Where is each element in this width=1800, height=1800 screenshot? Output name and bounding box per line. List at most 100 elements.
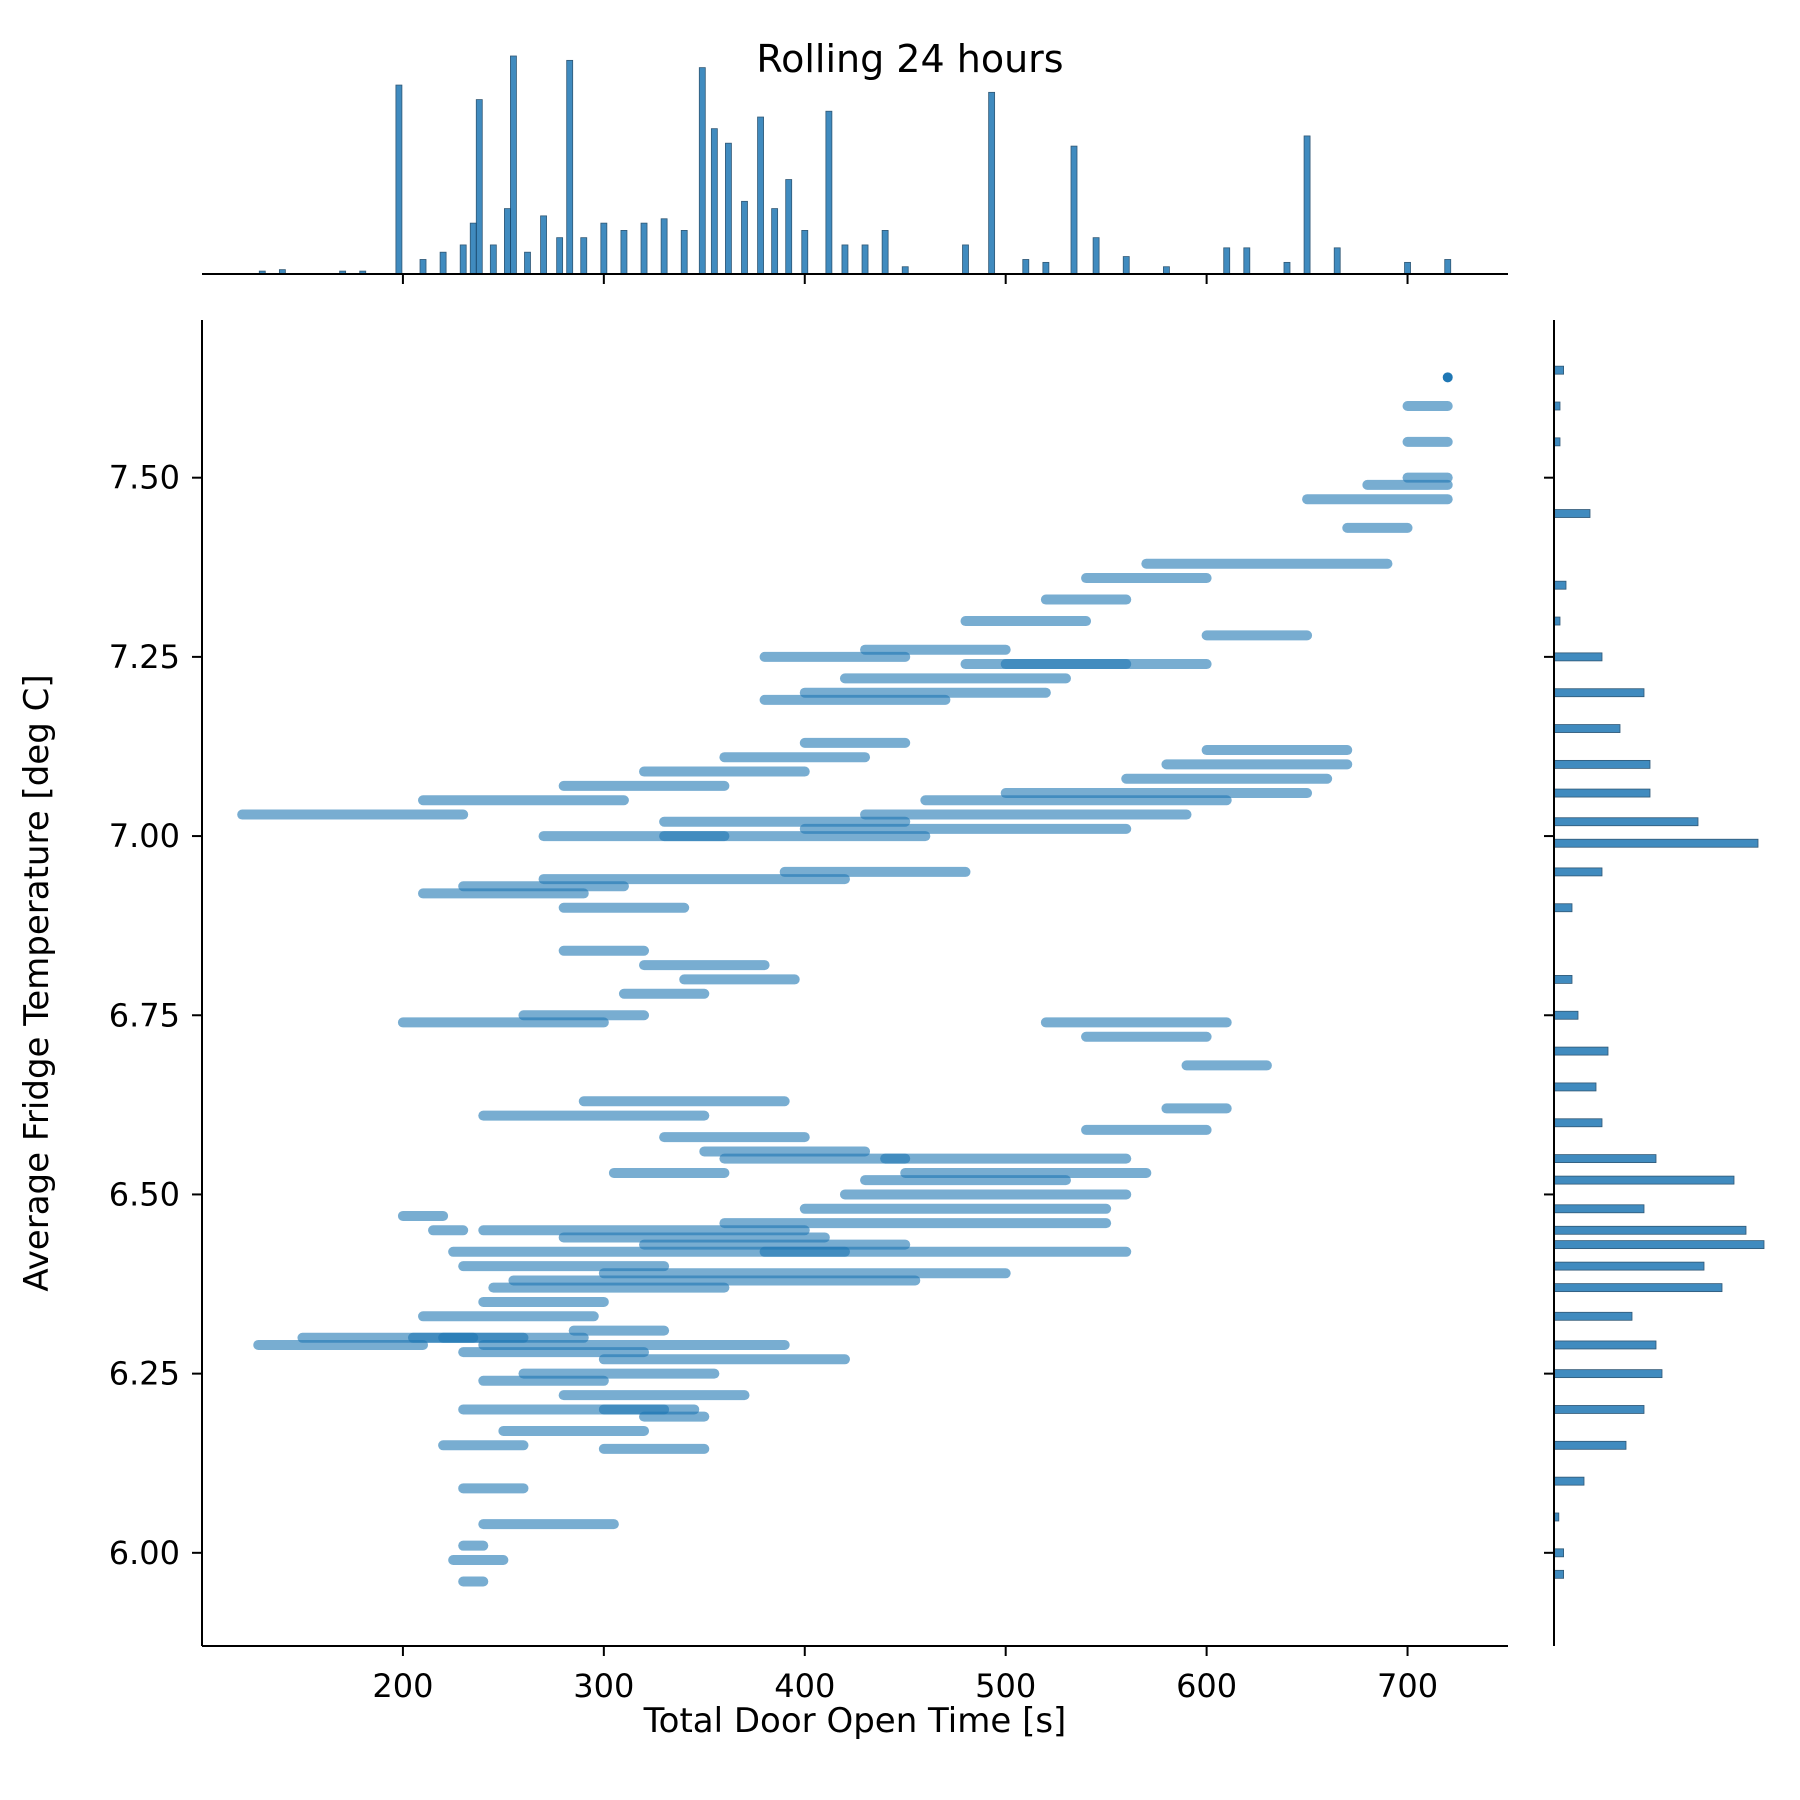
y-hist-bar <box>1553 509 1591 518</box>
y-hist-bar <box>1553 1440 1627 1450</box>
x-hist-bar <box>419 259 427 275</box>
x-marginal-histogram <box>258 55 1452 275</box>
x-hist-bar <box>741 200 748 275</box>
x-axis-label: Total Door Open Time [s] <box>643 1701 1067 1741</box>
x-hist-bar <box>962 244 969 275</box>
y-hist-bar <box>1553 1405 1645 1414</box>
x-hist-bar <box>489 244 497 275</box>
y-hist-bar <box>1553 1569 1565 1579</box>
x-hist-bar <box>510 55 517 275</box>
y-hist-bar <box>1553 759 1651 769</box>
y-hist-bar <box>1553 1225 1747 1235</box>
x-hist-bar <box>439 251 447 275</box>
x-hist-bar <box>825 110 833 275</box>
y-tick-label: 7.00 <box>109 817 180 855</box>
x-tick-label: 500 <box>975 1667 1036 1705</box>
x-hist-bar <box>1122 256 1130 275</box>
y-hist-bar <box>1553 1240 1765 1250</box>
y-hist-bar <box>1553 1476 1585 1486</box>
x-hist-bar <box>566 59 574 275</box>
chart-title: Rolling 24 hours <box>756 37 1063 81</box>
scatter-point <box>1442 372 1453 383</box>
y-hist-bar <box>1553 1175 1735 1185</box>
y-hist-bar <box>1553 903 1573 913</box>
y-marginal-histogram <box>1553 365 1765 1579</box>
y-hist-bar <box>1553 1204 1645 1214</box>
y-hist-bar <box>1553 365 1565 375</box>
x-hist-bar <box>881 229 889 275</box>
x-hist-bar <box>1223 247 1231 275</box>
y-hist-bar <box>1553 975 1573 984</box>
x-hist-bar <box>1444 259 1452 275</box>
y-tick-label: 6.00 <box>109 1534 180 1572</box>
x-hist-bar <box>841 244 849 275</box>
y-axis-label: Average Fridge Temperature [deg C] <box>17 674 57 1291</box>
y-tick-label: 6.75 <box>109 996 180 1034</box>
y-hist-bar <box>1553 867 1603 877</box>
x-hist-bar <box>524 251 531 275</box>
y-hist-bar <box>1553 1046 1609 1056</box>
y-hist-bar <box>1553 1283 1723 1293</box>
x-hist-bar <box>725 142 732 275</box>
x-tick-label: 600 <box>1176 1667 1237 1705</box>
x-hist-bar <box>1163 266 1170 275</box>
y-axis-ticks: 6.00 6.25 6.50 6.75 7.00 7.25 7.50 <box>109 459 1554 1572</box>
x-hist-bar <box>680 229 688 275</box>
y-tick-label: 6.25 <box>109 1355 180 1393</box>
x-hist-bar <box>504 208 511 275</box>
x-hist-bar <box>757 116 764 275</box>
y-hist-bar <box>1553 688 1645 698</box>
x-hist-bar <box>1092 237 1100 275</box>
y-hist-bar <box>1553 724 1621 733</box>
y-hist-bar <box>1553 1369 1663 1379</box>
y-hist-bar <box>1553 1311 1633 1321</box>
x-axis-ticks: 200 300 400 500 600 700 <box>372 274 1438 1705</box>
x-hist-bar <box>861 244 869 275</box>
x-hist-bar <box>395 84 403 275</box>
x-hist-bar <box>710 128 718 275</box>
x-tick-label: 700 <box>1377 1667 1438 1705</box>
x-hist-bar <box>1303 135 1311 275</box>
y-hist-bar <box>1553 817 1699 827</box>
x-hist-bar <box>640 222 648 275</box>
x-hist-bar <box>580 237 588 275</box>
y-tick-label: 7.25 <box>109 638 180 676</box>
x-hist-bar <box>988 91 996 275</box>
x-hist-bar <box>620 229 628 275</box>
x-hist-bar <box>771 208 779 275</box>
x-hist-bar <box>459 244 467 275</box>
y-hist-bar <box>1553 838 1759 848</box>
x-tick-label: 300 <box>573 1667 634 1705</box>
y-hist-bar <box>1553 1154 1657 1164</box>
y-hist-bar <box>1553 1548 1565 1558</box>
scatter-plot-area <box>237 372 1453 1587</box>
x-hist-bar <box>1283 261 1291 275</box>
x-hist-bar <box>660 218 668 275</box>
x-hist-bar <box>469 222 477 275</box>
x-hist-bar <box>1070 145 1078 275</box>
x-hist-bar <box>1333 247 1341 275</box>
x-hist-bar <box>785 179 793 275</box>
x-hist-bar <box>475 99 483 275</box>
x-hist-bar <box>1022 259 1030 275</box>
y-hist-bar <box>1553 652 1603 662</box>
x-tick-label: 400 <box>774 1667 835 1705</box>
y-tick-label: 7.50 <box>109 459 180 497</box>
y-hist-bar <box>1553 1010 1579 1020</box>
x-tick-label: 200 <box>372 1667 433 1705</box>
y-hist-bar <box>1553 580 1567 590</box>
y-hist-bar <box>1553 788 1651 798</box>
x-hist-bar <box>901 266 909 275</box>
y-hist-bar <box>1553 1261 1705 1271</box>
x-hist-bar <box>540 215 547 275</box>
x-hist-bar <box>600 222 608 275</box>
x-hist-bar <box>556 237 564 275</box>
x-hist-bar <box>801 229 809 275</box>
x-hist-bar <box>1243 247 1251 275</box>
y-hist-bar <box>1553 1118 1603 1128</box>
x-hist-bar <box>698 67 706 275</box>
y-hist-bar <box>1553 1340 1657 1350</box>
y-hist-bar <box>1553 1082 1597 1092</box>
y-tick-label: 6.50 <box>109 1175 180 1213</box>
